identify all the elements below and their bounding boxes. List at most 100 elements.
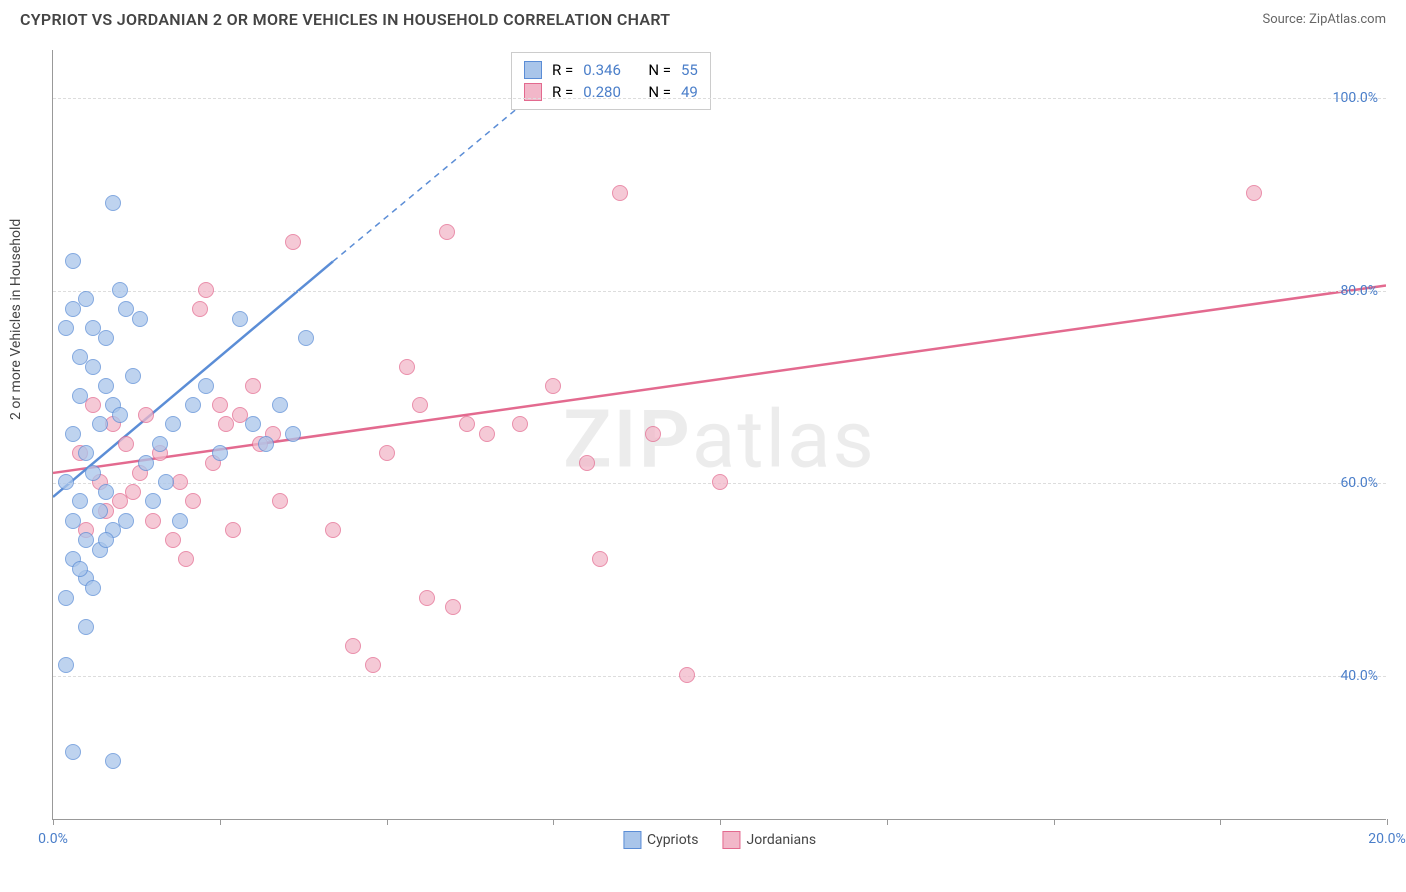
swatch-cypriots-icon (623, 831, 641, 849)
point-jordanian (612, 185, 628, 201)
swatch-jordanians-icon (723, 831, 741, 849)
point-jordanian (645, 426, 661, 442)
point-cypriot (112, 407, 128, 423)
point-cypriot (78, 619, 94, 635)
point-jordanian (379, 445, 395, 461)
point-jordanian (1246, 185, 1262, 201)
gridline (53, 291, 1386, 292)
point-jordanian (512, 416, 528, 432)
point-jordanian (325, 522, 341, 538)
x-tick (1054, 819, 1055, 825)
point-cypriot (258, 436, 274, 452)
y-tick-label: 60.0% (1340, 475, 1378, 491)
point-jordanian (245, 378, 261, 394)
point-cypriot (78, 445, 94, 461)
y-axis-label: 2 or more Vehicles in Household (8, 219, 24, 420)
point-jordanian (445, 599, 461, 615)
point-cypriot (85, 580, 101, 596)
point-cypriot (58, 474, 74, 490)
point-jordanian (365, 657, 381, 673)
point-jordanian (85, 397, 101, 413)
point-cypriot (152, 436, 168, 452)
point-cypriot (92, 416, 108, 432)
point-jordanian (185, 493, 201, 509)
point-cypriot (98, 330, 114, 346)
stats-row-jordanians: R = 0.280 N = 49 (524, 81, 698, 103)
point-jordanian (138, 407, 154, 423)
point-cypriot (65, 513, 81, 529)
scatter-plot: ZIPatlas R = 0.346 N = 55 R = 0.280 N = … (52, 50, 1386, 820)
point-jordanian (679, 667, 695, 683)
regression-lines (53, 50, 1386, 819)
source-credit: Source: ZipAtlas.com (1262, 12, 1386, 27)
point-cypriot (65, 744, 81, 760)
point-cypriot (85, 465, 101, 481)
gridline (53, 98, 1386, 99)
point-jordanian (198, 282, 214, 298)
point-cypriot (165, 416, 181, 432)
point-cypriot (58, 320, 74, 336)
legend-item-jordanians: Jordanians (723, 831, 817, 849)
point-jordanian (592, 551, 608, 567)
y-tick-label: 40.0% (1340, 668, 1378, 684)
point-cypriot (92, 503, 108, 519)
point-jordanian (118, 436, 134, 452)
point-jordanian (165, 532, 181, 548)
point-jordanian (412, 397, 428, 413)
point-cypriot (78, 291, 94, 307)
legend-item-cypriots: Cypriots (623, 831, 699, 849)
point-jordanian (459, 416, 475, 432)
point-cypriot (72, 493, 88, 509)
x-tick (1220, 819, 1221, 825)
y-tick-label: 80.0% (1340, 283, 1378, 299)
point-jordanian (145, 513, 161, 529)
point-jordanian (479, 426, 495, 442)
x-tick (220, 819, 221, 825)
point-cypriot (158, 474, 174, 490)
watermark: ZIPatlas (563, 392, 876, 486)
x-tick-label: 0.0% (38, 831, 68, 847)
point-jordanian (285, 234, 301, 250)
x-tick (53, 819, 54, 825)
point-cypriot (172, 513, 188, 529)
point-cypriot (298, 330, 314, 346)
chart-title: CYPRIOT VS JORDANIAN 2 OR MORE VEHICLES … (20, 10, 670, 29)
point-jordanian (212, 397, 228, 413)
point-cypriot (58, 590, 74, 606)
point-jordanian (399, 359, 415, 375)
point-cypriot (65, 426, 81, 442)
y-tick-label: 100.0% (1333, 90, 1378, 106)
point-cypriot (98, 378, 114, 394)
point-cypriot (125, 368, 141, 384)
x-tick (553, 819, 554, 825)
point-jordanian (545, 378, 561, 394)
point-jordanian (712, 474, 728, 490)
point-jordanian (272, 493, 288, 509)
point-cypriot (98, 484, 114, 500)
point-cypriot (72, 388, 88, 404)
point-jordanian (439, 224, 455, 240)
x-tick (887, 819, 888, 825)
point-cypriot (105, 195, 121, 211)
point-cypriot (98, 532, 114, 548)
point-cypriot (138, 455, 154, 471)
point-cypriot (212, 445, 228, 461)
point-cypriot (198, 378, 214, 394)
point-cypriot (185, 397, 201, 413)
swatch-cypriots (524, 61, 542, 79)
x-tick (387, 819, 388, 825)
point-cypriot (72, 349, 88, 365)
point-jordanian (192, 301, 208, 317)
point-cypriot (232, 311, 248, 327)
gridline (53, 676, 1386, 677)
point-cypriot (85, 359, 101, 375)
x-tick (720, 819, 721, 825)
point-cypriot (65, 253, 81, 269)
point-cypriot (272, 397, 288, 413)
point-cypriot (245, 416, 261, 432)
point-cypriot (72, 561, 88, 577)
x-tick-label: 20.0% (1368, 831, 1406, 847)
chart-header: CYPRIOT VS JORDANIAN 2 OR MORE VEHICLES … (0, 0, 1406, 35)
x-tick (1387, 819, 1388, 825)
point-cypriot (105, 753, 121, 769)
